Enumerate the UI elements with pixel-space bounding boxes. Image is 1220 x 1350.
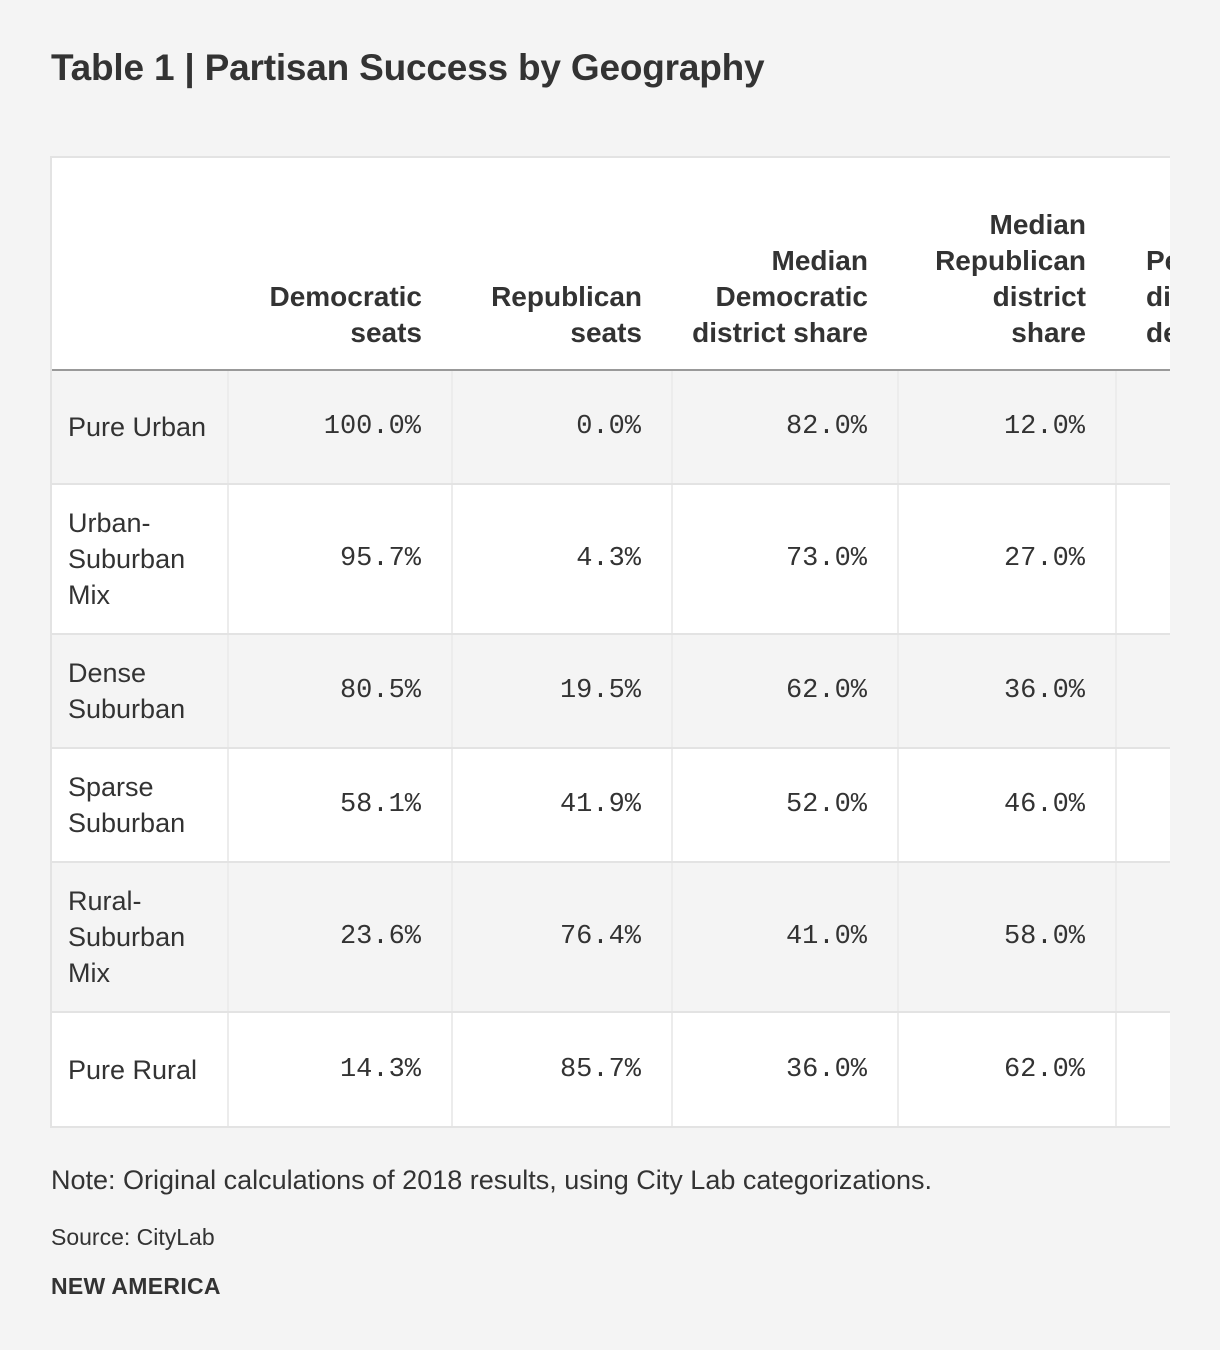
cell-median-republican-share: 12.0% bbox=[898, 370, 1117, 485]
brand-wordmark: NEW AMERICA bbox=[51, 1273, 221, 1299]
cell-median-democratic-share: 41.0% bbox=[672, 862, 899, 1013]
header-category bbox=[52, 158, 228, 371]
table-row: Urban-Suburban Mix 95.7% 4.3% 73.0% 27.0… bbox=[52, 484, 1170, 635]
cell-percent-districts-decided bbox=[1116, 370, 1170, 485]
row-label: Rural-Suburban Mix bbox=[52, 862, 229, 1013]
cell-republican-seats: 4.3% bbox=[452, 484, 673, 635]
cell-median-republican-share: 58.0% bbox=[898, 862, 1117, 1013]
table-row: Pure Rural 14.3% 85.7% 36.0% 62.0% bbox=[52, 1012, 1170, 1126]
cell-median-republican-share: 46.0% bbox=[898, 748, 1117, 863]
cell-republican-seats: 76.4% bbox=[452, 862, 673, 1013]
table-row: Dense Suburban 80.5% 19.5% 62.0% 36.0% bbox=[52, 634, 1170, 749]
row-label: Pure Urban bbox=[52, 370, 229, 485]
cell-percent-districts-decided bbox=[1116, 862, 1170, 1013]
cell-median-republican-share: 62.0% bbox=[898, 1012, 1117, 1126]
table-title: Table 1 | Partisan Success by Geography bbox=[51, 47, 765, 88]
table-scroll-container[interactable]: Democratic seats Republican seats Median… bbox=[50, 156, 1170, 1128]
header-median-democratic-share: Median Democratic district share bbox=[672, 158, 898, 371]
table-row: Rural-Suburban Mix 23.6% 76.4% 41.0% 58.… bbox=[52, 862, 1170, 1013]
cell-percent-districts-decided bbox=[1116, 1012, 1170, 1126]
cell-republican-seats: 85.7% bbox=[452, 1012, 673, 1126]
cell-median-republican-share: 27.0% bbox=[898, 484, 1117, 635]
cell-percent-districts-decided bbox=[1116, 748, 1170, 863]
cell-republican-seats: 19.5% bbox=[452, 634, 673, 749]
table-row: Sparse Suburban 58.1% 41.9% 52.0% 46.0% bbox=[52, 748, 1170, 863]
cell-median-democratic-share: 36.0% bbox=[672, 1012, 899, 1126]
header-median-republican-share: Median Republican district share bbox=[898, 158, 1116, 371]
cell-democratic-seats: 23.6% bbox=[228, 862, 453, 1013]
cell-median-democratic-share: 73.0% bbox=[672, 484, 899, 635]
table-row: Pure Urban 100.0% 0.0% 82.0% 12.0% bbox=[52, 370, 1170, 485]
cell-democratic-seats: 100.0% bbox=[228, 370, 453, 485]
table-note: Note: Original calculations of 2018 resu… bbox=[51, 1165, 932, 1195]
data-table: Democratic seats Republican seats Median… bbox=[52, 158, 1170, 1126]
row-label: Sparse Suburban bbox=[52, 748, 229, 863]
cell-democratic-seats: 80.5% bbox=[228, 634, 453, 749]
cell-median-democratic-share: 62.0% bbox=[672, 634, 899, 749]
cell-percent-districts-decided bbox=[1116, 484, 1170, 635]
header-democratic-seats: Democratic seats bbox=[228, 158, 452, 371]
row-label: Dense Suburban bbox=[52, 634, 229, 749]
cell-republican-seats: 0.0% bbox=[452, 370, 673, 485]
row-label: Urban-Suburban Mix bbox=[52, 484, 229, 635]
cell-percent-districts-decided bbox=[1116, 634, 1170, 749]
cell-democratic-seats: 14.3% bbox=[228, 1012, 453, 1126]
cell-median-republican-share: 36.0% bbox=[898, 634, 1117, 749]
cell-democratic-seats: 95.7% bbox=[228, 484, 453, 635]
header-row: Democratic seats Republican seats Median… bbox=[52, 158, 1170, 371]
header-republican-seats: Republican seats bbox=[452, 158, 672, 371]
cell-republican-seats: 41.9% bbox=[452, 748, 673, 863]
source-line: Source: CityLab bbox=[51, 1224, 215, 1250]
cell-median-democratic-share: 52.0% bbox=[672, 748, 899, 863]
cell-democratic-seats: 58.1% bbox=[228, 748, 453, 863]
row-label: Pure Rural bbox=[52, 1012, 229, 1126]
cell-median-democratic-share: 82.0% bbox=[672, 370, 899, 485]
